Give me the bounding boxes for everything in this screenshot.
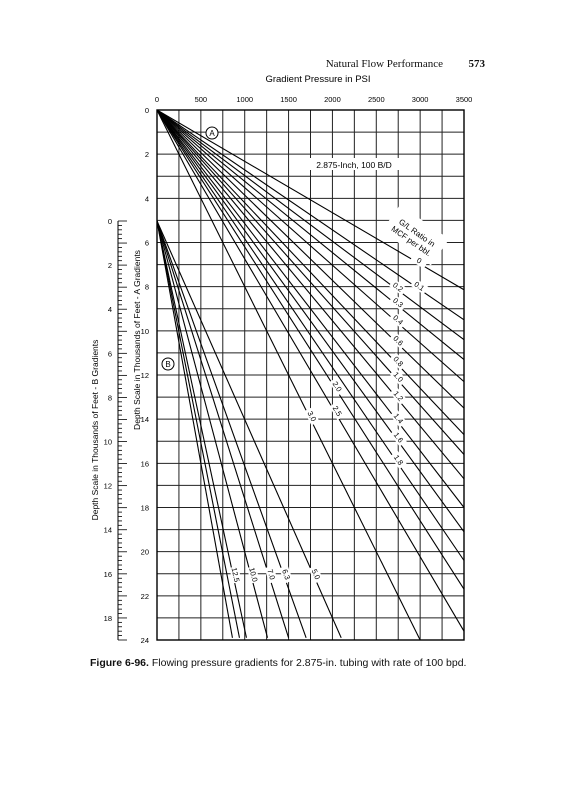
series-label-bg (389, 409, 407, 428)
y-tick-label-b: 16 (104, 570, 112, 579)
series-label-bg (410, 252, 429, 269)
marker-b-label: B (165, 360, 170, 369)
series-line (156, 109, 465, 508)
y-tick-label-a: 2 (145, 150, 149, 159)
y-tick-label-a: 0 (145, 106, 149, 115)
y-axis-title-b: Depth Scale in Thousands of Feet - B Gra… (90, 340, 100, 521)
series-label-bg (229, 565, 242, 584)
series-label-bg (389, 352, 408, 371)
series-label: 10.0 (247, 566, 259, 582)
caption-text: Flowing pressure gradients for 2.875-in.… (151, 657, 467, 669)
marker-b-circle (161, 357, 175, 371)
y-tick-label-a: 16 (141, 459, 149, 468)
caption-label: Figure 6-96. (90, 657, 149, 669)
y-axis-title-a: Depth Scale in Thousands of Feet - A Gra… (132, 250, 142, 430)
x-tick-label: 500 (195, 95, 208, 104)
y-tick-label-a: 18 (141, 504, 149, 513)
series-label-bg (264, 565, 278, 584)
series-label-bg (390, 450, 407, 470)
marker-a-circle (205, 126, 219, 140)
y-tick-label-b: 2 (108, 261, 112, 270)
y-tick-label-b: 6 (108, 349, 112, 358)
series-label-bg (388, 294, 408, 312)
series-line (156, 109, 465, 632)
x-tick-label: 2500 (368, 95, 385, 104)
chart-annotation: 2.875-Inch, 100 B/D (316, 160, 392, 170)
page-header: Natural Flow Performance 573 (0, 58, 563, 74)
series-line (156, 109, 465, 533)
plot-border (156, 109, 465, 641)
series-label-bg (308, 565, 324, 584)
y-tick-label-a: 22 (141, 592, 149, 601)
series-label-bg (389, 331, 408, 350)
page-number: 573 (468, 58, 486, 70)
x-tick-label: 1000 (236, 95, 253, 104)
y-tick-label-a: 8 (145, 283, 149, 292)
x-tick-label: 3500 (456, 95, 473, 104)
series-label-bg (389, 368, 408, 387)
series-label: 5.0 (310, 568, 322, 581)
series-line (156, 109, 465, 561)
chart-axes: 0 500 1000 1500 2000 2500 3000 3500024681012141… (90, 95, 472, 645)
marker-a-label: A (209, 129, 215, 138)
running-title: Natural Flow Performance (325, 58, 443, 70)
series-label-bg (279, 565, 294, 584)
series-label: 6.3 (280, 568, 292, 581)
figure-caption: Figure 6-96. Flowing pressure gradients … (90, 657, 490, 670)
series-label: 3.0 (306, 410, 319, 423)
x-tick-label: 3000 (412, 95, 429, 104)
y-tick-label-a: 4 (145, 194, 149, 203)
series-line (156, 109, 465, 590)
series-label: 0 (415, 256, 423, 266)
series-label: 7.0 (265, 568, 277, 581)
series-line (156, 220, 240, 638)
y-tick-label-a: 20 (141, 548, 149, 557)
chart-series (156, 109, 465, 641)
y-tick-label-a: 24 (141, 636, 149, 645)
series-label: 12.5 (230, 567, 242, 583)
y-tick-label-b: 8 (108, 393, 112, 402)
chart-title: Gradient Pressure in PSI (265, 74, 370, 85)
glr-heading-bg (381, 204, 450, 266)
series-label-bg (388, 278, 408, 296)
y-tick-label-a: 10 (141, 327, 149, 336)
y-tick-label-b: 14 (104, 526, 112, 535)
series-label-bg (246, 565, 260, 584)
x-tick-label: 1500 (280, 95, 297, 104)
series-label-bg (304, 407, 320, 426)
series-label-bg (390, 428, 407, 447)
y-tick-label-a: 6 (145, 239, 149, 248)
x-tick-label: 2000 (324, 95, 341, 104)
y-tick-label-b: 0 (108, 217, 112, 226)
y-tick-label-b: 4 (108, 305, 112, 314)
y-tick-label-a: 12 (141, 371, 149, 380)
y-tick-label-b: 12 (104, 482, 112, 491)
y-tick-label-b: 10 (104, 438, 112, 447)
series-line (156, 109, 465, 436)
series-line (156, 109, 465, 455)
series-label-bg (389, 387, 407, 406)
series-line (156, 220, 233, 638)
series-label-bg (410, 278, 429, 295)
series-label-bg (329, 377, 346, 396)
series-line (156, 109, 465, 360)
series-label-bg (389, 311, 408, 329)
series-line (156, 109, 465, 409)
series-line (156, 109, 465, 480)
series-line (156, 109, 421, 641)
series-label-bg (329, 401, 346, 421)
chart-grid (156, 109, 465, 641)
x-tick-label: 0 (155, 95, 159, 104)
y-tick-label-a: 14 (141, 415, 149, 424)
series-line (156, 109, 465, 341)
series-line (156, 109, 465, 383)
y-tick-label-b: 18 (104, 614, 112, 623)
annotation-bg (308, 158, 400, 170)
